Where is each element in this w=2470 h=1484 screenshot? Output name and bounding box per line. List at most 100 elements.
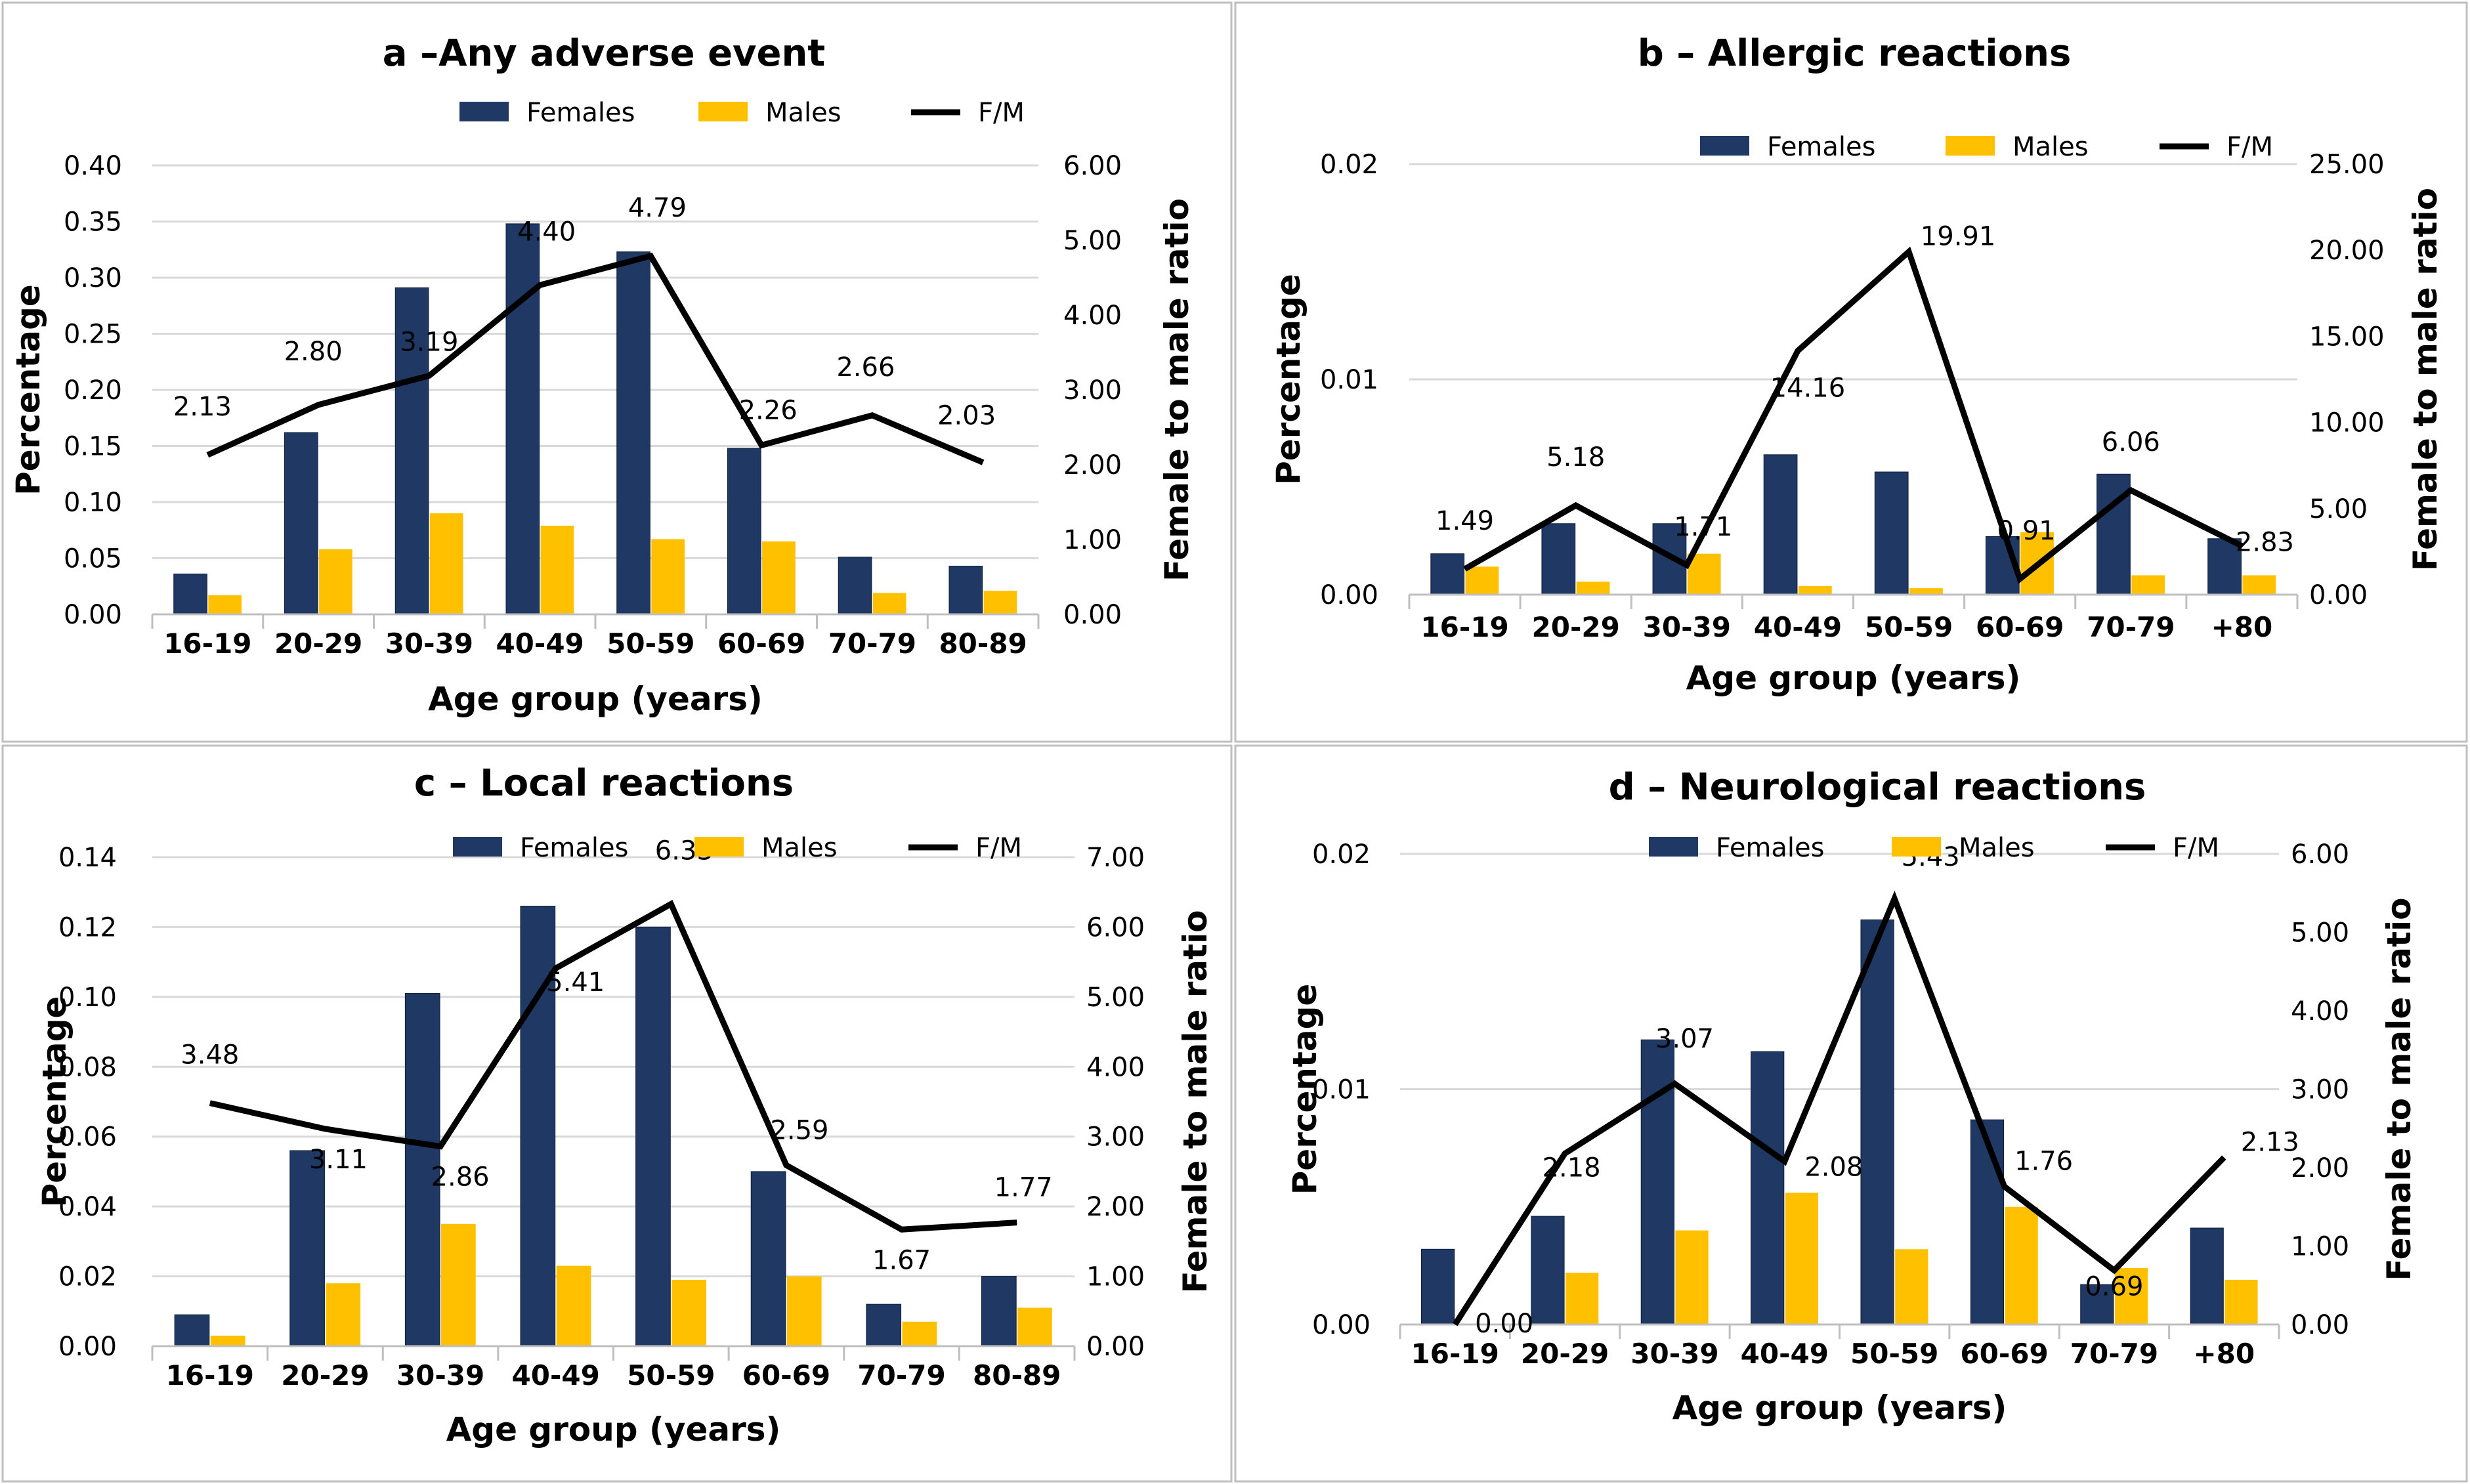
bar-females [1541, 523, 1576, 595]
y-tick-label: 0.14 [58, 843, 117, 873]
y2-tick-label: 2.00 [1086, 1192, 1145, 1222]
y2-tick-label: 25.00 [2309, 150, 2385, 180]
bar-females [750, 1171, 786, 1347]
data-label-fm: 2.03 [937, 401, 996, 431]
data-label-fm: 5.41 [546, 967, 605, 998]
y-tick-label: 0.00 [1320, 580, 1378, 610]
x-tick-label: 60-69 [1960, 1338, 2048, 1370]
bar-females [727, 448, 761, 615]
y-tick-label: 0.25 [64, 320, 122, 350]
y-axis-title: Percentage [35, 996, 74, 1208]
bar-females [1763, 454, 1798, 595]
data-label-fm: 6.06 [2102, 427, 2160, 457]
legend-swatch-males [694, 837, 744, 857]
y-tick-label: 0.10 [58, 983, 117, 1013]
y2-tick-label: 6.00 [1086, 912, 1145, 943]
bar-females [1531, 1216, 1565, 1325]
y2-axis-title: Female to male ratio [1176, 910, 1214, 1293]
data-label-fm: 0.00 [1475, 1309, 1533, 1339]
panel-frame-b [1234, 1, 2468, 743]
y-axis-title: Percentage [9, 284, 47, 496]
bar-females [394, 287, 429, 615]
y-tick-label: 0.20 [64, 375, 122, 406]
series-line-fm [206, 252, 985, 465]
y-tick-label: 0.02 [1312, 839, 1371, 870]
data-label-fm: 2.26 [739, 395, 798, 425]
x-tick-label: 30-39 [1643, 611, 1731, 643]
y2-tick-label: 2.00 [1063, 450, 1122, 480]
data-label-fm: 2.83 [2236, 528, 2294, 558]
bar-females [505, 223, 540, 615]
bar-males [1465, 566, 1499, 595]
legend-label-males: Males [761, 833, 838, 863]
legend-swatch-females [1700, 136, 1749, 156]
x-tick-label: 40-49 [1754, 611, 1842, 643]
y-tick-label: 0.12 [58, 912, 117, 943]
y-tick-label: 0.00 [1312, 1310, 1371, 1340]
x-tick-label: 80-89 [973, 1359, 1061, 1391]
y2-tick-label: 4.00 [1086, 1052, 1145, 1082]
bar-males [651, 539, 685, 614]
bar-males [540, 525, 574, 614]
y2-tick-label: 4.00 [1063, 301, 1122, 331]
x-tick-label: 50-59 [607, 627, 694, 660]
legend: Females Males F/M [1649, 833, 2219, 863]
legend-label-males: Males [765, 98, 841, 128]
chart-title: b – Allergic reactions [1638, 32, 2072, 75]
y-tick-label: 0.00 [64, 600, 122, 630]
data-label-fm: 1.76 [2014, 1147, 2073, 1177]
legend-label-ratio: F/M [975, 833, 1022, 863]
series-line-fm [209, 899, 1017, 1233]
series-line-fm [1463, 246, 2244, 584]
legend-label-ratio: F/M [978, 98, 1025, 128]
chart-panel-b: b – Allergic reactions 0.00 0.01 0.02 0.00 5.… [1269, 32, 2444, 697]
y2-tick-label: 0.00 [2291, 1310, 2349, 1340]
bar-females [2080, 1284, 2114, 1325]
x-tick-label: 60-69 [717, 627, 805, 660]
legend-swatch-males [1892, 837, 1941, 857]
x-tick-label: +80 [2193, 1338, 2255, 1370]
x-axis-title: Age group (years) [428, 680, 763, 718]
bar-females [174, 1314, 210, 1347]
legend-label-females: Females [526, 98, 635, 128]
y2-tick-label: 3.00 [1063, 375, 1122, 406]
bar-males [1909, 588, 1943, 595]
data-label-fm: 4.40 [517, 217, 576, 247]
data-label-fm: 2.18 [1543, 1153, 1601, 1183]
y2-tick-label: 0.00 [1086, 1332, 1145, 1362]
x-tick-label: 20-29 [1521, 1338, 1609, 1370]
bar-females [289, 1150, 325, 1347]
bar-females [173, 573, 207, 615]
y2-tick-label: 0.00 [1063, 600, 1122, 630]
x-tick-label: 80-89 [939, 627, 1027, 660]
legend-label-males: Males [2012, 132, 2089, 162]
bar-males [208, 595, 242, 614]
bar-females [2207, 538, 2242, 595]
bar-males [1675, 1230, 1709, 1325]
bar-males [872, 593, 906, 614]
x-axis-title: Age group (years) [1686, 659, 2021, 697]
x-tick-label: 40-49 [512, 1359, 600, 1391]
legend-swatch-males [1946, 136, 1995, 156]
data-label-fm: 2.08 [1804, 1152, 1863, 1182]
bar-females [948, 565, 983, 615]
x-tick-label: 60-69 [1976, 611, 2064, 643]
x-tick-label: 30-39 [396, 1359, 484, 1391]
series-line-fm [1452, 890, 2226, 1326]
bar-males [2114, 1267, 2148, 1325]
x-tick-label: 30-39 [385, 627, 473, 660]
bar-males [1895, 1249, 1928, 1325]
bar-females [1640, 1039, 1674, 1325]
data-label-fm: 2.66 [836, 352, 895, 383]
bar-females [635, 926, 671, 1347]
bar-males [1785, 1193, 1819, 1325]
data-label-fm: 1.71 [1674, 512, 1732, 542]
y2-tick-label: 3.00 [2291, 1075, 2349, 1105]
data-label-fm: 2.80 [284, 337, 343, 367]
bar-males [2131, 575, 2165, 595]
y2-tick-label: 5.00 [1063, 226, 1122, 256]
y2-tick-label: 2.00 [2291, 1153, 2349, 1183]
bar-females [1970, 1119, 2005, 1325]
y2-tick-label: 6.00 [1063, 151, 1122, 181]
